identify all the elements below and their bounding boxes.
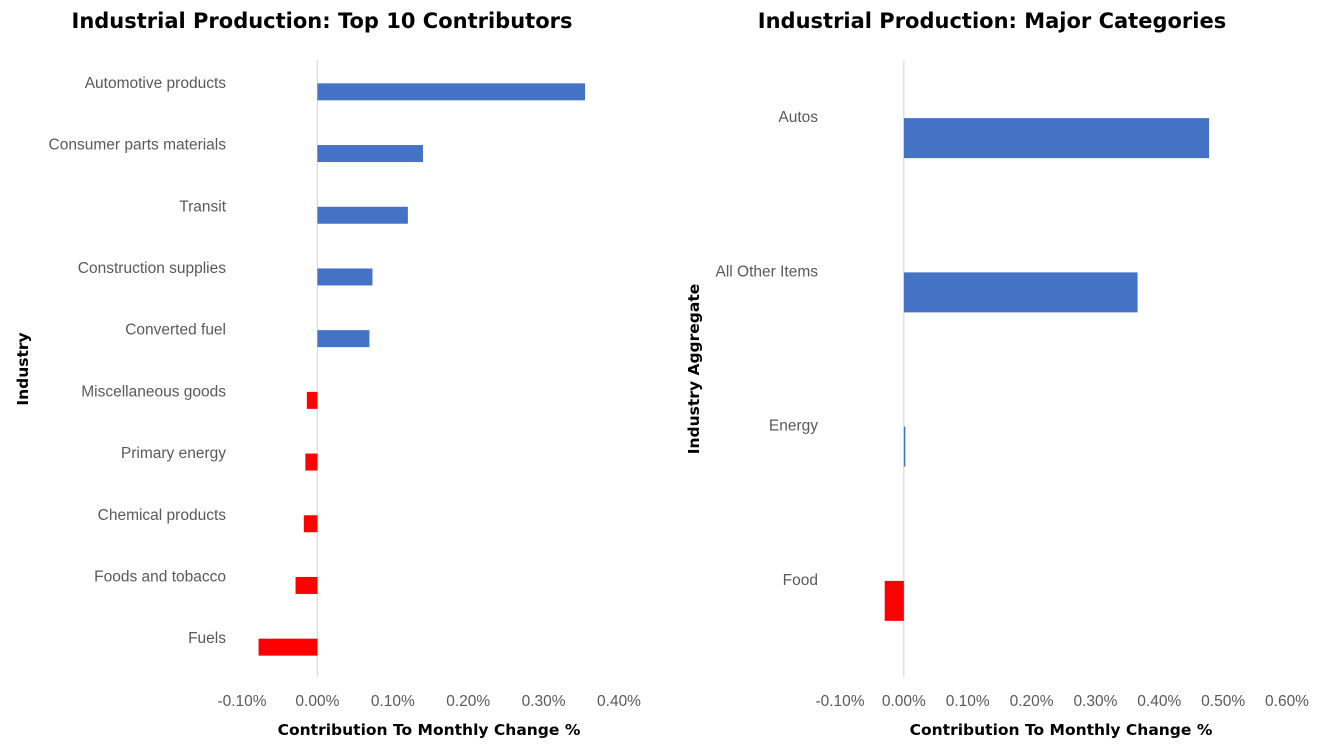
bar-converted-fuel	[317, 330, 370, 348]
category-label: Foods and tobacco	[94, 568, 226, 585]
category-label: Food	[783, 572, 818, 589]
x-tick-label: 0.20%	[1010, 693, 1054, 710]
bar-autos	[903, 118, 1210, 159]
bar-miscellaneous-goods	[306, 391, 318, 409]
x-tick-label: 0.00%	[295, 693, 339, 710]
x-tick-label: 0.60%	[1265, 693, 1309, 710]
category-label: All Other Items	[716, 263, 819, 280]
bar-consumer-parts-materials	[317, 145, 423, 163]
x-tick-label: 0.40%	[1137, 693, 1181, 710]
y-axis-title: Industry	[14, 332, 32, 405]
bar-automotive-products	[317, 83, 586, 101]
x-tick-label: 0.10%	[371, 693, 415, 710]
x-tick-label: 0.20%	[446, 693, 490, 710]
bar-fuels	[258, 638, 318, 656]
bar-transit	[317, 206, 408, 224]
category-label: Chemical products	[98, 507, 227, 524]
category-label: Energy	[769, 418, 818, 435]
chart-title: Industrial Production: Major Categories	[758, 9, 1226, 33]
category-label: Primary energy	[121, 445, 226, 462]
x-tick-label: 0.10%	[946, 693, 990, 710]
bar-primary-energy	[305, 453, 318, 471]
category-label: Converted fuel	[125, 322, 226, 339]
bar-chemical-products	[303, 515, 318, 533]
category-label: Fuels	[188, 630, 226, 647]
x-tick-label: 0.00%	[882, 693, 926, 710]
bar-all-other-items	[903, 272, 1138, 313]
category-label: Transit	[179, 198, 226, 215]
category-label: Automotive products	[85, 75, 227, 92]
category-label: Construction supplies	[78, 260, 226, 277]
category-label: Miscellaneous goods	[81, 383, 226, 400]
x-tick-label: -0.10%	[815, 693, 864, 710]
y-axis-title: Industry Aggregate	[685, 284, 703, 455]
x-tick-label: 0.30%	[522, 693, 566, 710]
x-tick-label: 0.50%	[1201, 693, 1245, 710]
category-label: Autos	[778, 109, 818, 126]
category-label: Consumer parts materials	[49, 137, 227, 154]
bar-food	[884, 580, 904, 621]
x-tick-label: -0.10%	[217, 693, 266, 710]
bar-foods-and-tobacco	[295, 576, 318, 594]
x-tick-label: 0.30%	[1073, 693, 1117, 710]
x-axis-title: Contribution To Monthly Change %	[278, 721, 581, 739]
x-tick-label: 0.40%	[597, 693, 641, 710]
bar-energy	[903, 426, 906, 467]
x-axis-title: Contribution To Monthly Change %	[910, 721, 1213, 739]
chart-title: Industrial Production: Top 10 Contributo…	[72, 9, 573, 33]
bar-construction-supplies	[317, 268, 373, 286]
